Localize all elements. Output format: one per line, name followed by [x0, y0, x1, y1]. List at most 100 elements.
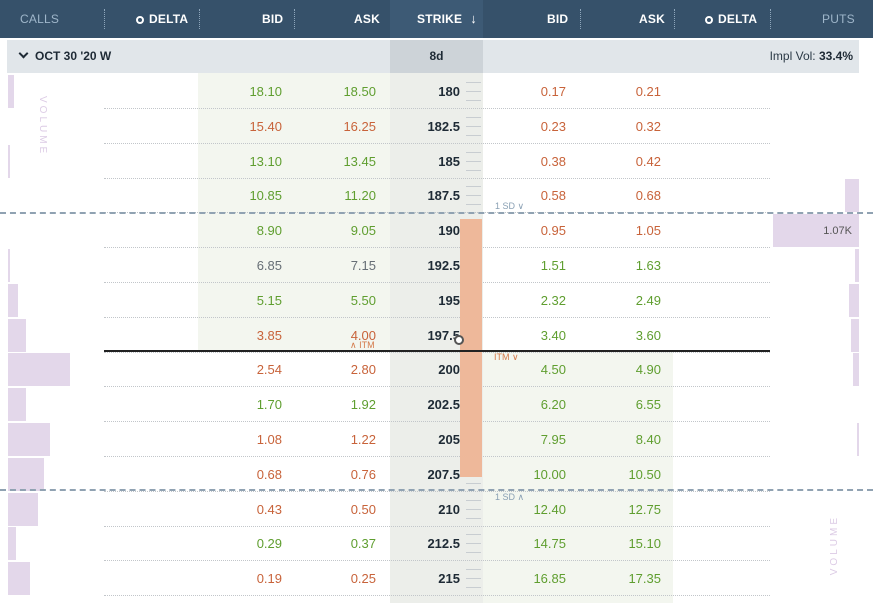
- call-bid-cell[interactable]: 0.43: [256, 501, 282, 517]
- row-divider: [104, 560, 770, 562]
- table-row[interactable]: 5.15 5.50 2.32 2.49 195: [0, 283, 873, 318]
- call-bid-cell[interactable]: 1.08: [256, 432, 282, 447]
- expiry-toggle[interactable]: OCT 30 '20 W: [18, 40, 111, 73]
- table-row[interactable]: 0.43 0.50 12.40 12.75 210: [0, 492, 873, 527]
- put-bid-cell[interactable]: 14.75: [533, 536, 566, 552]
- put-ask-cell[interactable]: 17.35: [628, 571, 661, 587]
- put-bid-cell[interactable]: 0.58: [540, 188, 566, 204]
- call-ask-cell[interactable]: 5.50: [350, 292, 376, 308]
- put-ask-cell[interactable]: 3.60: [635, 327, 661, 343]
- call-bid-cell[interactable]: 0.19: [256, 571, 282, 587]
- strike-tick: [466, 91, 481, 92]
- put-ask-header[interactable]: ASK: [639, 12, 665, 26]
- table-row[interactable]: 1.08 1.22 7.95 8.40 205: [0, 422, 873, 457]
- call-bid-cell[interactable]: 3.85: [256, 327, 282, 343]
- call-ask-cell[interactable]: 16.25: [343, 118, 376, 134]
- call-ask-cell[interactable]: 0.76: [350, 466, 376, 482]
- put-ask-cell[interactable]: 6.55: [635, 397, 661, 413]
- table-row[interactable]: 13.10 13.45 0.38 0.42 185: [0, 144, 873, 179]
- call-ask-header[interactable]: ASK: [354, 12, 380, 26]
- call-ask-cell[interactable]: 1.22: [350, 432, 376, 447]
- call-bid-header[interactable]: BID: [262, 12, 284, 26]
- call-ask-cell[interactable]: 2.80: [350, 362, 376, 378]
- put-bid-cell[interactable]: 6.20: [540, 397, 566, 413]
- call-ask-cell[interactable]: 18.50: [343, 84, 376, 99]
- put-bid-cell[interactable]: 2.32: [540, 292, 566, 308]
- table-row[interactable]: 10.85 11.20 0.58 0.68 187.5: [0, 178, 873, 214]
- call-ask-cell[interactable]: 0.37: [350, 536, 376, 552]
- put-ask-cell[interactable]: 8.40: [635, 432, 661, 447]
- call-bid-cell[interactable]: 2.54: [256, 362, 282, 378]
- table-row[interactable]: 18.10 18.50 0.17 0.21 180: [0, 74, 873, 109]
- row-divider: [104, 247, 770, 249]
- strike-header[interactable]: STRIKE ↓: [417, 0, 477, 38]
- put-delta-toggle[interactable]: DELTA: [705, 0, 757, 38]
- put-ask-cell[interactable]: 2.49: [635, 292, 661, 308]
- table-row[interactable]: 0.68 0.76 10.00 10.50 207.5: [0, 457, 873, 492]
- put-ask-cell[interactable]: 1.05: [635, 223, 661, 239]
- call-bid-cell[interactable]: 5.15: [256, 292, 282, 308]
- put-ask-cell[interactable]: 4.90: [635, 362, 661, 378]
- table-row[interactable]: 0.19 0.25 16.85 17.35 215: [0, 561, 873, 597]
- put-ask-cell[interactable]: 10.50: [628, 466, 661, 482]
- table-row[interactable]: 15.40 16.25 0.23 0.32 182.5: [0, 109, 873, 144]
- put-volume-bar: [773, 214, 859, 248]
- call-delta-label: DELTA: [149, 12, 189, 26]
- call-ask-cell[interactable]: 11.20: [344, 188, 376, 204]
- call-ask-cell[interactable]: 0.25: [350, 571, 376, 587]
- put-bid-cell[interactable]: 3.40: [540, 327, 566, 343]
- put-ask-cell[interactable]: 12.75: [628, 501, 661, 517]
- table-row[interactable]: 1.70 1.92 6.20 6.55 202.5: [0, 387, 873, 423]
- put-ask-cell[interactable]: 15.10: [628, 536, 661, 552]
- strike-cell: 197.5: [427, 327, 460, 343]
- strike-tick: [466, 482, 481, 484]
- call-ask-cell[interactable]: 7.15: [350, 258, 376, 273]
- call-bid-cell[interactable]: 18.10: [249, 84, 282, 99]
- strike-cell: 202.5: [427, 397, 460, 413]
- call-volume-label: VOLUME: [37, 96, 48, 157]
- call-volume-bar: [8, 457, 44, 491]
- table-row[interactable]: 3.85 4.00 3.40 3.60 197.5: [0, 318, 873, 353]
- table-row[interactable]: 0.29 0.37 14.75 15.10 212.5: [0, 526, 873, 562]
- call-bid-cell[interactable]: 0.29: [256, 536, 282, 552]
- put-ask-cell[interactable]: 0.21: [635, 84, 661, 99]
- put-ask-cell[interactable]: 0.42: [635, 153, 661, 169]
- call-bid-cell[interactable]: 6.85: [256, 258, 282, 273]
- call-bid-cell[interactable]: 13.10: [249, 153, 282, 169]
- put-bid-cell[interactable]: 12.40: [533, 501, 566, 517]
- call-ask-cell[interactable]: 13.45: [343, 153, 376, 169]
- sd-upper-line: [0, 212, 873, 214]
- call-bid-cell[interactable]: 8.90: [256, 223, 282, 239]
- row-divider: [104, 351, 770, 353]
- table-row[interactable]: 2.54 2.80 4.50 4.90 200: [0, 352, 873, 388]
- put-bid-cell[interactable]: 7.95: [540, 432, 566, 447]
- underlying-price-marker[interactable]: [454, 335, 464, 345]
- put-bid-cell[interactable]: 1.51: [540, 258, 566, 273]
- call-delta-toggle[interactable]: DELTA: [136, 0, 188, 38]
- put-bid-cell[interactable]: 0.17: [540, 84, 566, 99]
- put-volume-bar: [853, 353, 859, 387]
- call-ask-cell[interactable]: 9.05: [350, 223, 376, 239]
- table-row[interactable]: 6.85 7.15 1.51 1.63 192.5: [0, 248, 873, 283]
- strike-tick: [466, 169, 481, 171]
- table-row[interactable]: 8.90 9.05 0.95 1.05 190: [0, 213, 873, 249]
- put-bid-header[interactable]: BID: [547, 12, 569, 26]
- put-bid-cell[interactable]: 0.23: [540, 118, 566, 134]
- put-bid-cell[interactable]: 16.85: [533, 571, 566, 587]
- strike-cell: 187.5: [427, 188, 460, 204]
- call-ask-cell[interactable]: 4.00: [350, 327, 376, 343]
- put-bid-cell[interactable]: 4.50: [540, 362, 566, 378]
- call-bid-cell[interactable]: 10.85: [249, 188, 282, 204]
- put-ask-cell[interactable]: 1.63: [635, 258, 661, 273]
- call-ask-cell[interactable]: 1.92: [350, 397, 376, 413]
- put-bid-cell[interactable]: 0.95: [540, 223, 566, 239]
- call-bid-cell[interactable]: 1.70: [256, 397, 282, 413]
- put-bid-cell[interactable]: 10.00: [533, 466, 566, 482]
- call-bid-cell[interactable]: 15.40: [249, 118, 282, 134]
- strike-tick: [466, 517, 481, 519]
- put-ask-cell[interactable]: 0.68: [635, 188, 661, 204]
- put-bid-cell[interactable]: 0.38: [540, 153, 566, 169]
- call-ask-cell[interactable]: 0.50: [350, 501, 376, 517]
- put-ask-cell[interactable]: 0.32: [635, 118, 661, 134]
- call-bid-cell[interactable]: 0.68: [256, 466, 282, 482]
